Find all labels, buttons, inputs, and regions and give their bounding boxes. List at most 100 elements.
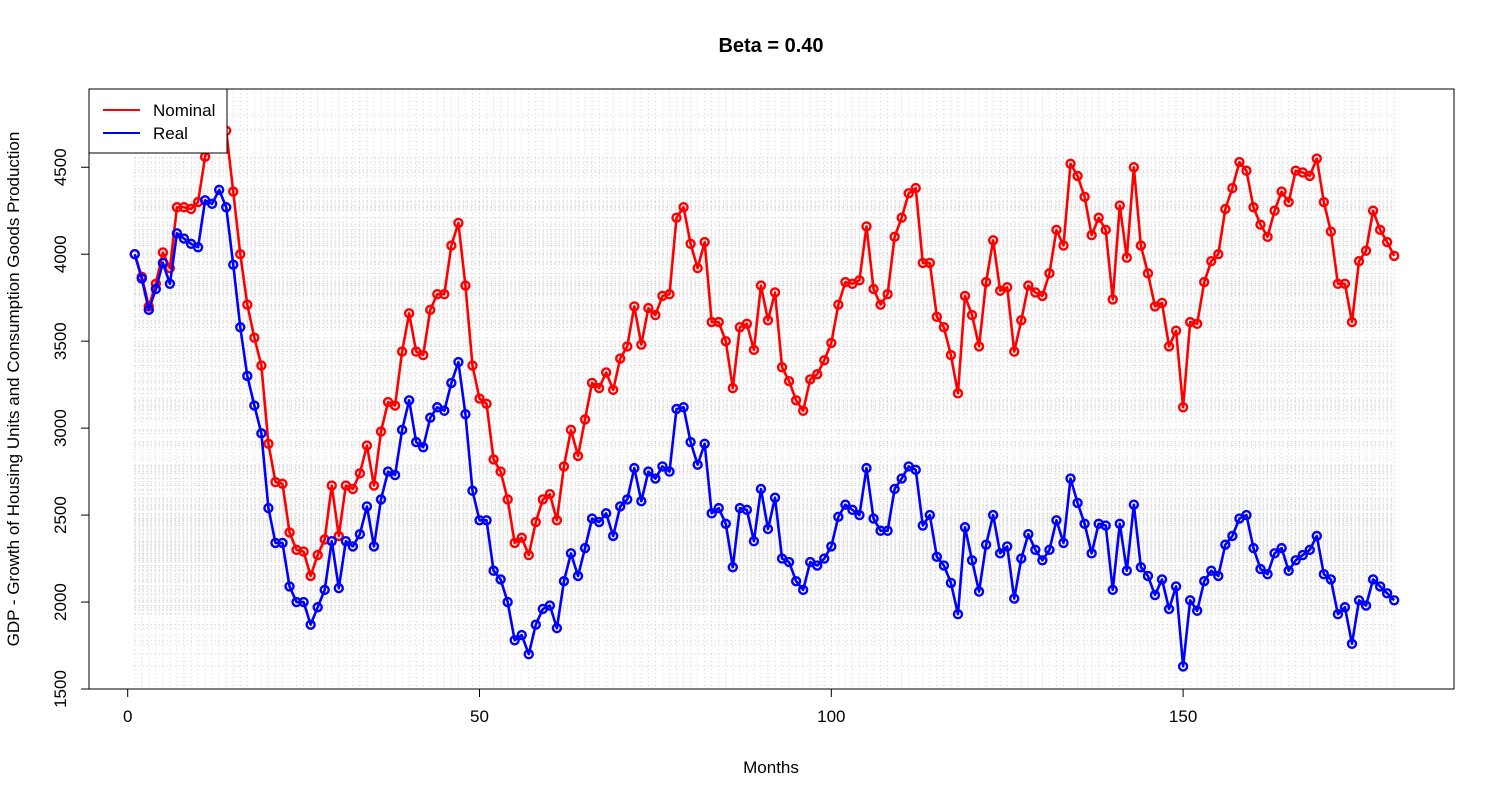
data-point-real bbox=[840, 499, 851, 510]
data-point-real bbox=[509, 635, 520, 646]
data-point-real bbox=[143, 304, 155, 316]
data-point-real bbox=[206, 198, 218, 209]
data-point-real bbox=[769, 492, 781, 503]
data-point-real bbox=[896, 473, 907, 484]
data-point-nominal bbox=[1051, 224, 1062, 236]
data-point-real bbox=[819, 553, 830, 564]
data-point-real bbox=[312, 602, 323, 613]
data-point-nominal bbox=[509, 537, 520, 549]
data-point-nominal bbox=[467, 360, 478, 371]
data-point-nominal bbox=[924, 257, 936, 269]
data-point-real bbox=[516, 629, 527, 641]
data-point-nominal bbox=[762, 315, 774, 326]
data-point-nominal bbox=[980, 276, 992, 288]
data-point-nominal bbox=[973, 341, 985, 352]
data-point-nominal bbox=[446, 240, 457, 251]
series-layer bbox=[129, 109, 1400, 672]
data-point-nominal bbox=[1255, 219, 1266, 230]
data-point-real bbox=[235, 322, 246, 333]
data-point-nominal bbox=[474, 393, 485, 404]
data-point-nominal bbox=[263, 438, 274, 449]
y-tick-label: 3000 bbox=[51, 409, 70, 447]
data-point-nominal bbox=[389, 400, 401, 411]
data-point-real bbox=[910, 464, 921, 476]
data-point-real bbox=[987, 509, 999, 521]
data-point-real bbox=[488, 565, 499, 576]
data-point-nominal bbox=[488, 454, 499, 465]
data-point-real bbox=[333, 582, 344, 594]
y-axis: 1500 2000 2500 3000 3500 4000 4500 bbox=[51, 148, 90, 708]
data-point-nominal bbox=[987, 235, 999, 246]
data-point-nominal bbox=[769, 287, 781, 298]
data-point-real bbox=[1100, 520, 1111, 531]
data-point-nominal bbox=[185, 203, 197, 215]
data-point-real bbox=[931, 551, 943, 563]
data-point-real bbox=[720, 518, 731, 529]
data-point-real bbox=[453, 356, 464, 368]
data-point-real bbox=[213, 184, 225, 196]
data-point-nominal bbox=[1107, 294, 1118, 305]
data-point-real bbox=[326, 535, 337, 547]
data-point-nominal bbox=[249, 332, 260, 343]
data-point-nominal bbox=[326, 480, 337, 491]
data-point-real bbox=[171, 228, 183, 239]
data-point-real bbox=[692, 459, 703, 470]
data-point-real bbox=[221, 202, 232, 213]
data-point-nominal bbox=[1156, 297, 1168, 309]
data-point-real bbox=[1248, 542, 1259, 554]
data-point-real bbox=[1311, 530, 1322, 542]
data-point-real bbox=[375, 494, 387, 505]
data-point-nominal bbox=[607, 384, 619, 396]
legend-label-real: Real bbox=[153, 124, 188, 143]
data-point-real bbox=[706, 508, 717, 519]
data-point-nominal bbox=[952, 388, 964, 399]
data-point-nominal bbox=[579, 414, 591, 425]
data-point-real bbox=[1142, 570, 1154, 582]
data-point-nominal bbox=[1199, 276, 1210, 288]
data-point-nominal bbox=[1318, 196, 1330, 208]
data-point-real bbox=[150, 283, 162, 295]
data-point-real bbox=[136, 273, 147, 284]
legend: Nominal Real bbox=[88, 88, 228, 154]
y-tick-label: 3500 bbox=[51, 322, 70, 360]
data-point-nominal bbox=[854, 275, 865, 286]
data-point-nominal bbox=[1100, 224, 1111, 236]
data-point-real bbox=[741, 504, 753, 516]
data-point-real bbox=[727, 562, 739, 573]
data-point-real bbox=[889, 483, 900, 495]
data-point-nominal bbox=[1241, 165, 1252, 176]
data-point-real bbox=[959, 522, 971, 533]
data-point-nominal bbox=[741, 318, 753, 329]
data-point-nominal bbox=[671, 212, 682, 223]
data-point-real bbox=[847, 504, 858, 516]
data-point-nominal bbox=[931, 311, 943, 323]
data-point-nominal bbox=[1388, 250, 1400, 262]
data-point-nominal bbox=[530, 516, 541, 528]
data-point-real bbox=[1030, 544, 1041, 556]
x-tick-label: 0 bbox=[123, 707, 132, 726]
data-point-real bbox=[1072, 497, 1083, 509]
data-point-real bbox=[1135, 562, 1147, 573]
data-point-nominal bbox=[804, 374, 816, 385]
data-point-real bbox=[994, 548, 1006, 559]
data-point-nominal bbox=[1002, 282, 1013, 293]
data-point-real bbox=[368, 541, 380, 552]
data-point-real bbox=[952, 609, 964, 620]
data-point-real bbox=[1304, 544, 1315, 556]
data-point-real bbox=[396, 424, 408, 436]
data-point-nominal bbox=[572, 450, 584, 462]
data-point-real bbox=[481, 515, 492, 526]
data-point-real bbox=[523, 649, 534, 660]
data-point-nominal bbox=[861, 221, 872, 232]
data-point-real bbox=[1332, 609, 1344, 620]
data-point-nominal bbox=[797, 405, 809, 416]
data-point-real bbox=[1388, 595, 1400, 606]
data-point-nominal bbox=[1142, 268, 1154, 279]
data-point-nominal bbox=[826, 337, 837, 349]
data-point-nominal bbox=[643, 302, 654, 314]
data-point-real bbox=[298, 596, 309, 608]
data-point-nominal bbox=[713, 316, 724, 328]
data-point-nominal bbox=[833, 299, 844, 310]
data-point-real bbox=[1121, 565, 1133, 576]
data-point-real bbox=[558, 575, 570, 587]
